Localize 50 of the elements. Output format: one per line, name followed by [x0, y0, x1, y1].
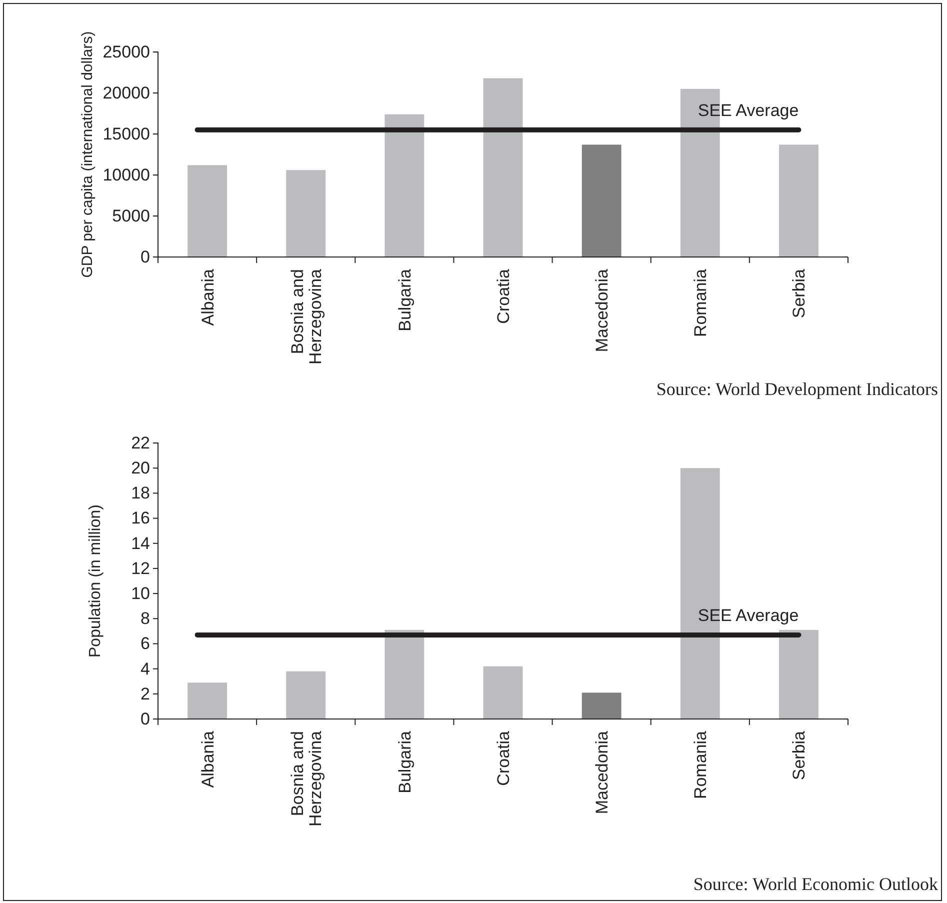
x-tick-label: Romania [691, 730, 710, 800]
ref-line-label: SEE Average [698, 100, 799, 120]
x-tick-label: Bulgaria [395, 268, 414, 332]
y-tick-label: 20000 [102, 83, 150, 102]
y-tick-label: 14 [131, 534, 150, 553]
y-tick-label: 0 [140, 709, 150, 728]
y-tick-label: 0 [140, 247, 150, 266]
bar [384, 114, 424, 257]
y-tick-label: 22 [131, 433, 150, 452]
y-tick-label: 2 [140, 684, 150, 704]
source-note: Source: World Economic Outlook [693, 874, 938, 894]
x-tick-label: Bosnia and Herzegovina [288, 268, 325, 364]
y-tick-label: 15000 [102, 124, 150, 144]
bar [286, 671, 326, 719]
y-axis-title: Population (in million) [87, 504, 104, 658]
bar [483, 666, 523, 719]
x-tick-label: Serbia [790, 268, 809, 318]
x-tick-label: Macedonia [592, 730, 612, 814]
bar [483, 78, 523, 257]
ref-line-label: SEE Average [698, 606, 799, 625]
x-tick-label: Serbia [790, 730, 809, 780]
bar [188, 165, 227, 257]
x-tick-label: Croatia [494, 730, 513, 786]
y-tick-label: 10000 [102, 165, 150, 184]
bar [779, 144, 818, 257]
bar [582, 144, 622, 257]
x-tick-label: Bosnia and Herzegovina [288, 730, 325, 826]
x-tick-label: Macedonia [592, 268, 612, 352]
y-tick-label: 16 [131, 508, 150, 528]
bar [286, 170, 326, 257]
y-tick-label: 18 [131, 484, 150, 503]
x-tick-label: Albania [198, 730, 218, 788]
y-tick-label: 8 [140, 609, 150, 628]
x-tick-label: Bulgaria [395, 730, 414, 794]
bar [779, 630, 818, 719]
x-tick-label: Romania [691, 268, 710, 338]
bar [188, 682, 227, 719]
y-axis-title: GDP per capita (international dollars) [79, 31, 96, 278]
y-tick-label: 4 [140, 659, 150, 678]
x-tick-label: Croatia [494, 268, 513, 324]
x-tick-label: Albania [198, 268, 218, 326]
y-tick-label: 20 [131, 458, 150, 478]
source-note: Source: World Development Indicators [656, 379, 938, 399]
y-tick-label: 25000 [102, 42, 150, 62]
bar [384, 630, 424, 719]
y-tick-label: 6 [140, 634, 150, 654]
y-tick-label: 10 [131, 584, 150, 603]
bar [582, 692, 622, 719]
y-tick-label: 5000 [112, 206, 150, 226]
y-tick-label: 12 [131, 558, 150, 578]
